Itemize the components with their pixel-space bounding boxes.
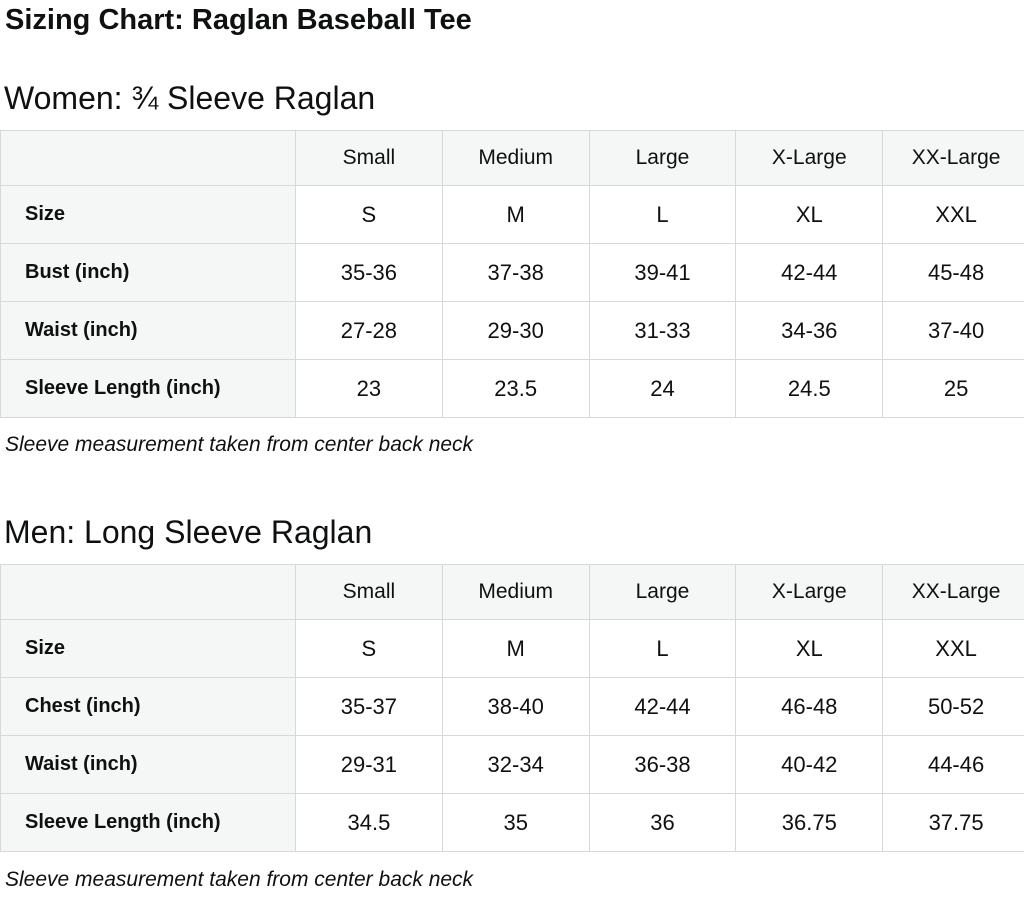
- cell-value: 29-31: [295, 735, 443, 794]
- column-header: X-Large: [735, 130, 884, 186]
- cell-value: 38-40: [441, 677, 590, 736]
- cell-value: 45-48: [882, 243, 1024, 302]
- row-label: Sleeve Length (inch): [0, 359, 296, 418]
- header-row: Small Medium Large X-Large XX-Large: [0, 564, 1024, 620]
- men-table-wrapper: Small Medium Large X-Large XX-Large Size S M L X…: [0, 564, 1024, 852]
- column-header: Large: [588, 564, 737, 620]
- table-row: Sleeve Length (inch) 23 23.5 24 24.5 25: [0, 359, 1024, 418]
- cell-value: 36-38: [588, 735, 737, 794]
- cell-value: XL: [735, 185, 884, 244]
- row-label: Chest (inch): [0, 677, 296, 736]
- cell-value: 37-40: [882, 301, 1024, 360]
- cell-value: 32-34: [441, 735, 590, 794]
- column-header: Medium: [441, 564, 590, 620]
- row-label: Waist (inch): [0, 301, 296, 360]
- table-row: Sleeve Length (inch) 34.5 35 36 36.75 37.75: [0, 793, 1024, 852]
- women-sizing-table: Small Medium Large X-Large XX-Large Size S M L X…: [0, 130, 1024, 418]
- cell-value: 36: [588, 793, 737, 852]
- page-title: Sizing Chart: Raglan Baseball Tee: [5, 4, 472, 36]
- cell-value: 46-48: [735, 677, 884, 736]
- cell-value: 36.75: [735, 793, 884, 852]
- men-section-heading: Men: Long Sleeve Raglan: [4, 514, 373, 550]
- cell-value: 39-41: [588, 243, 737, 302]
- column-header: Small: [295, 564, 443, 620]
- cell-value: 50-52: [882, 677, 1024, 736]
- cell-value: 24.5: [735, 359, 884, 418]
- row-label: Size: [0, 619, 296, 678]
- table-row: Waist (inch) 29-31 32-34 36-38 40-42 44-46: [0, 735, 1024, 794]
- cell-value: 37.75: [882, 793, 1024, 852]
- men-footnote: Sleeve measurement taken from center bac…: [5, 868, 474, 891]
- cell-value: XL: [735, 619, 884, 678]
- column-header: Large: [588, 130, 737, 186]
- cell-value: 34-36: [735, 301, 884, 360]
- corner-cell: [0, 130, 296, 186]
- column-header: Medium: [441, 130, 590, 186]
- cell-value: 31-33: [588, 301, 737, 360]
- table-row: Waist (inch) 27-28 29-30 31-33 34-36 37-40: [0, 301, 1024, 360]
- men-sizing-table: Small Medium Large X-Large XX-Large Size S M L X…: [0, 564, 1024, 852]
- cell-value: S: [295, 619, 443, 678]
- corner-cell: [0, 564, 296, 620]
- women-footnote: Sleeve measurement taken from center bac…: [5, 433, 474, 456]
- women-section-heading: Women: ¾ Sleeve Raglan: [4, 80, 376, 116]
- column-header: X-Large: [735, 564, 884, 620]
- header-row: Small Medium Large X-Large XX-Large: [0, 130, 1024, 186]
- cell-value: M: [441, 619, 590, 678]
- cell-value: 35-37: [295, 677, 443, 736]
- cell-value: 44-46: [882, 735, 1024, 794]
- cell-value: L: [588, 185, 737, 244]
- row-label: Size: [0, 185, 296, 244]
- cell-value: 29-30: [441, 301, 590, 360]
- cell-value: XXL: [882, 185, 1024, 244]
- women-table-wrapper: Small Medium Large X-Large XX-Large Size S M L X…: [0, 130, 1024, 418]
- column-header: XX-Large: [882, 130, 1024, 186]
- column-header: Small: [295, 130, 443, 186]
- cell-value: 34.5: [295, 793, 443, 852]
- cell-value: 35-36: [295, 243, 443, 302]
- cell-value: 23: [295, 359, 443, 418]
- table-row: Size S M L XL XXL: [0, 185, 1024, 244]
- cell-value: 40-42: [735, 735, 884, 794]
- cell-value: 42-44: [735, 243, 884, 302]
- men-section: Men: Long Sleeve Raglan Small Medium Large…: [0, 512, 1024, 894]
- cell-value: 24: [588, 359, 737, 418]
- table-row: Size S M L XL XXL: [0, 619, 1024, 678]
- cell-value: 42-44: [588, 677, 737, 736]
- table-row: Chest (inch) 35-37 38-40 42-44 46-48 50-52: [0, 677, 1024, 736]
- cell-value: XXL: [882, 619, 1024, 678]
- cell-value: 35: [441, 793, 590, 852]
- cell-value: M: [441, 185, 590, 244]
- table-row: Bust (inch) 35-36 37-38 39-41 42-44 45-48: [0, 243, 1024, 302]
- row-label: Sleeve Length (inch): [0, 793, 296, 852]
- cell-value: S: [295, 185, 443, 244]
- cell-value: 23.5: [441, 359, 590, 418]
- women-section: Women: ¾ Sleeve Raglan Small Medium Large X…: [0, 78, 1024, 459]
- cell-value: 27-28: [295, 301, 443, 360]
- row-label: Bust (inch): [0, 243, 296, 302]
- cell-value: 37-38: [441, 243, 590, 302]
- column-header: XX-Large: [882, 564, 1024, 620]
- cell-value: L: [588, 619, 737, 678]
- row-label: Waist (inch): [0, 735, 296, 794]
- cell-value: 25: [882, 359, 1024, 418]
